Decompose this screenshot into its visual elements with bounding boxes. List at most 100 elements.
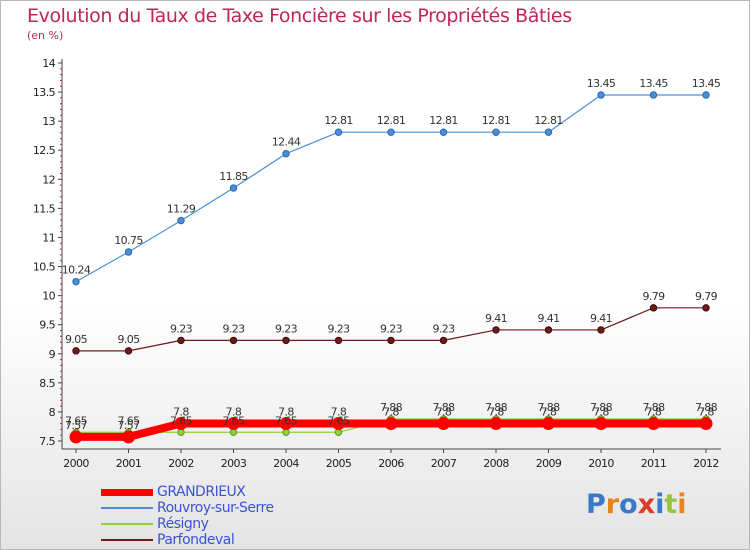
data-label-resigny: 7.88 bbox=[590, 401, 613, 414]
proxiti-logo: Proxiti bbox=[586, 489, 687, 520]
data-label-parfondeval: 9.23 bbox=[170, 322, 193, 335]
data-label-grandrieux: 7.8 bbox=[226, 406, 242, 419]
data-label-rouvroy-sur-serre: 12.81 bbox=[482, 114, 511, 127]
data-label-resigny: 7.65 bbox=[170, 414, 193, 427]
legend-label: GRANDRIEUX bbox=[157, 484, 246, 500]
data-label-parfondeval: 9.23 bbox=[432, 322, 455, 335]
y-tick-label: 8.5 bbox=[39, 377, 55, 390]
data-label-resigny: 7.88 bbox=[642, 401, 665, 414]
data-label-rouvroy-sur-serre: 10.75 bbox=[114, 234, 143, 247]
data-point-parfondeval bbox=[439, 336, 448, 345]
data-label-resigny: 7.88 bbox=[485, 401, 508, 414]
data-point-grandrieux bbox=[69, 430, 83, 444]
y-tick-label: 10.5 bbox=[33, 261, 56, 274]
data-point-rouvroy-sur-serre bbox=[334, 128, 343, 136]
data-label-parfondeval: 9.05 bbox=[65, 333, 88, 346]
data-label-parfondeval: 9.79 bbox=[642, 290, 665, 303]
data-label-grandrieux: 7.8 bbox=[541, 406, 557, 419]
data-label-rouvroy-sur-serre: 13.45 bbox=[692, 77, 721, 90]
data-point-rouvroy-sur-serre bbox=[702, 91, 710, 99]
data-label-rouvroy-sur-serre: 12.44 bbox=[272, 136, 301, 149]
y-tick-label: 13.5 bbox=[33, 86, 56, 99]
y-tick-label: 10 bbox=[42, 290, 55, 303]
data-label-grandrieux: 7.8 bbox=[698, 406, 714, 419]
data-point-parfondeval bbox=[72, 347, 80, 355]
data-label-parfondeval: 9.23 bbox=[275, 322, 298, 335]
data-label-parfondeval: 9.41 bbox=[485, 312, 507, 325]
data-label-grandrieux: 7.8 bbox=[383, 406, 399, 419]
data-label-parfondeval: 9.41 bbox=[537, 312, 559, 325]
data-point-parfondeval bbox=[597, 326, 605, 334]
data-label-rouvroy-sur-serre: 12.81 bbox=[534, 114, 563, 127]
data-label-grandrieux: 7.8 bbox=[278, 406, 294, 419]
data-point-grandrieux bbox=[227, 417, 240, 431]
data-label-rouvroy-sur-serre: 13.45 bbox=[639, 77, 668, 90]
data-label-grandrieux: 7.57 bbox=[117, 419, 140, 432]
data-point-rouvroy-sur-serre bbox=[649, 91, 658, 99]
data-label-parfondeval: 9.23 bbox=[222, 322, 245, 335]
y-tick-label: 13 bbox=[42, 115, 55, 128]
data-point-grandrieux bbox=[279, 417, 293, 431]
legend-label: Rouvroy-sur-Serre bbox=[157, 500, 274, 516]
y-tick-label: 11 bbox=[42, 231, 55, 244]
legend-swatch bbox=[101, 523, 153, 525]
data-label-rouvroy-sur-serre: 13.45 bbox=[587, 77, 616, 90]
data-label-resigny: 7.65 bbox=[275, 414, 298, 427]
legend-swatch bbox=[101, 507, 153, 509]
data-label-resigny: 7.88 bbox=[380, 401, 403, 414]
x-tick-label: 2000 bbox=[63, 457, 89, 470]
data-label-resigny: 7.88 bbox=[695, 401, 718, 414]
data-point-grandrieux bbox=[594, 417, 608, 431]
x-tick-label: 2002 bbox=[168, 457, 194, 470]
data-point-rouvroy-sur-serre bbox=[439, 128, 448, 136]
data-point-parfondeval bbox=[177, 336, 185, 345]
data-label-grandrieux: 7.8 bbox=[436, 406, 452, 419]
data-label-rouvroy-sur-serre: 12.81 bbox=[429, 114, 458, 127]
data-point-grandrieux bbox=[542, 417, 555, 431]
data-point-parfondeval bbox=[124, 347, 133, 355]
data-point-parfondeval bbox=[229, 336, 238, 345]
data-point-grandrieux bbox=[122, 430, 135, 444]
x-tick-label: 2007 bbox=[431, 457, 457, 470]
data-point-grandrieux bbox=[332, 417, 345, 431]
x-tick-label: 2009 bbox=[536, 457, 562, 470]
data-point-rouvroy-sur-serre bbox=[229, 184, 238, 192]
data-label-resigny: 7.88 bbox=[537, 401, 560, 414]
y-tick-label: 14 bbox=[42, 57, 55, 70]
data-label-grandrieux: 7.8 bbox=[488, 406, 504, 419]
legend-swatch bbox=[101, 539, 153, 541]
data-label-parfondeval: 9.79 bbox=[695, 290, 718, 303]
data-point-rouvroy-sur-serre bbox=[72, 277, 80, 286]
data-label-parfondeval: 9.05 bbox=[117, 333, 140, 346]
data-point-rouvroy-sur-serre bbox=[544, 128, 553, 136]
data-point-rouvroy-sur-serre bbox=[387, 128, 395, 136]
data-point-parfondeval bbox=[649, 304, 658, 312]
data-point-rouvroy-sur-serre bbox=[177, 216, 185, 225]
y-tick-label: 12 bbox=[42, 173, 55, 186]
data-point-parfondeval bbox=[702, 304, 710, 312]
data-point-parfondeval bbox=[544, 326, 553, 334]
x-tick-label: 2005 bbox=[326, 457, 352, 470]
data-point-rouvroy-sur-serre bbox=[492, 128, 500, 136]
y-tick-label: 12.5 bbox=[33, 144, 56, 157]
data-label-parfondeval: 9.41 bbox=[590, 312, 612, 325]
data-point-grandrieux bbox=[437, 417, 450, 431]
y-tick-label: 11.5 bbox=[33, 202, 56, 215]
data-label-rouvroy-sur-serre: 12.81 bbox=[324, 114, 353, 127]
legend-swatch bbox=[101, 488, 153, 496]
data-label-grandrieux: 7.8 bbox=[593, 406, 609, 419]
data-point-parfondeval bbox=[282, 336, 290, 345]
x-tick-label: 2006 bbox=[378, 457, 404, 470]
y-tick-label: 7.5 bbox=[39, 435, 55, 448]
y-tick-label: 9 bbox=[49, 348, 56, 361]
data-point-rouvroy-sur-serre bbox=[597, 91, 605, 99]
chart-title: Evolution du Taux de Taxe Foncière sur l… bbox=[27, 5, 572, 27]
data-label-resigny: 7.65 bbox=[327, 414, 350, 427]
data-label-grandrieux: 7.8 bbox=[331, 406, 347, 419]
data-point-rouvroy-sur-serre bbox=[282, 150, 290, 158]
data-label-rouvroy-sur-serre: 12.81 bbox=[377, 114, 406, 127]
x-tick-label: 2004 bbox=[273, 457, 299, 470]
x-tick-label: 2012 bbox=[693, 457, 719, 470]
data-point-grandrieux bbox=[384, 417, 398, 431]
data-point-grandrieux bbox=[489, 417, 503, 431]
